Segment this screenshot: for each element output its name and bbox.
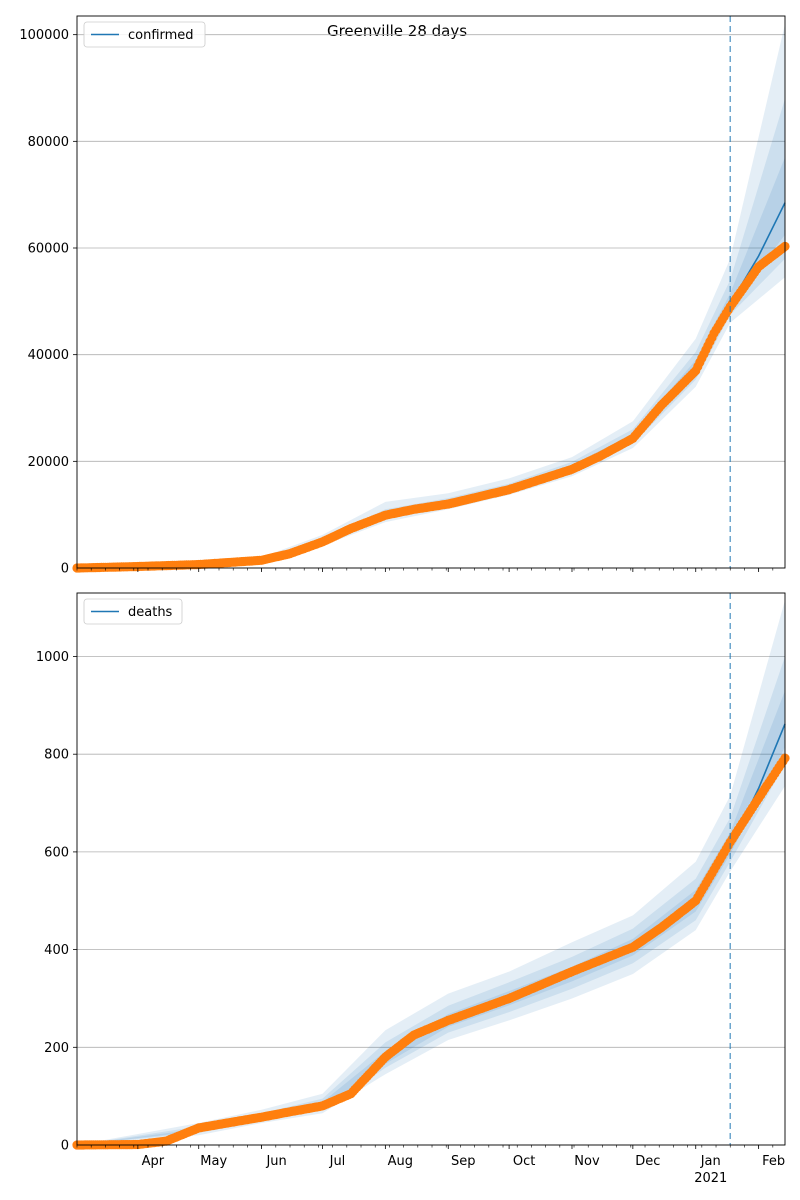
x-tick-label: Apr — [142, 1154, 165, 1169]
legend-box — [83, 598, 183, 625]
x-tick-label: Jul — [329, 1154, 346, 1169]
x-year-label: 2021 — [694, 1171, 727, 1186]
x-tick-label: May — [200, 1154, 227, 1169]
y-tick-label: 20000 — [28, 455, 69, 470]
x-tick-label: Jan — [700, 1154, 721, 1169]
confidence-band-2 — [77, 656, 785, 1145]
y-tick-label: 800 — [44, 748, 69, 763]
legend: deaths — [83, 598, 183, 625]
x-tick-label: Nov — [574, 1154, 600, 1169]
x-tick-label: Sep — [451, 1154, 476, 1169]
y-tick-label: 600 — [44, 845, 69, 860]
x-tick-label: Feb — [762, 1154, 785, 1169]
confirmed-panel: 0 20000 40000 60000 80000 100000 confirmed — [19, 15, 790, 577]
legend-label: deaths — [128, 605, 173, 620]
y-tick-label: 80000 — [28, 135, 69, 150]
x-tick-label: Dec — [635, 1154, 660, 1169]
x-axis: Apr May Jun Jul Aug Sep Oct Nov Dec Jan Feb 2021 — [142, 1154, 786, 1186]
legend-label: confirmed — [128, 28, 194, 43]
y-tick-label: 0 — [61, 1139, 69, 1154]
legend: confirmed — [83, 21, 206, 48]
deaths-panel: 0 200 400 600 800 1000 deaths — [36, 592, 790, 1154]
chart-title: Greenville 28 days — [327, 22, 467, 40]
y-tick-label: 60000 — [28, 242, 69, 257]
legend-box — [83, 21, 206, 48]
confidence-band-1 — [77, 24, 785, 568]
x-tick-label: Oct — [513, 1154, 535, 1169]
y-tick-label: 200 — [44, 1041, 69, 1056]
x-tick-label: Aug — [388, 1154, 413, 1169]
y-tick-label: 0 — [61, 562, 69, 577]
y-tick-label: 1000 — [36, 650, 69, 665]
plot-frame — [76, 592, 786, 1146]
plot-frame — [76, 15, 786, 569]
y-tick-label: 100000 — [19, 28, 69, 43]
confidence-band-1 — [77, 600, 785, 1145]
x-tick-label: Jun — [265, 1154, 286, 1169]
y-tick-label: 40000 — [28, 348, 69, 363]
y-tick-label: 400 — [44, 943, 69, 958]
